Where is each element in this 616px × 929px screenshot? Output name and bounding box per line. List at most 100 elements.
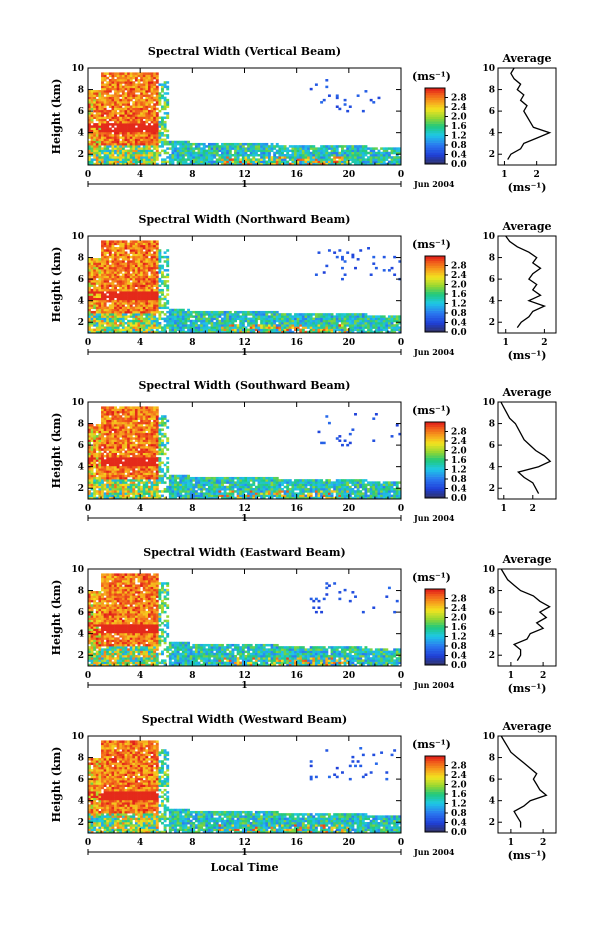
- x-tick-label: 0: [85, 170, 91, 180]
- x-tick-label: 0: [398, 838, 404, 848]
- average-y-tick-label: 4: [489, 463, 495, 473]
- colorbar-swatch: [425, 770, 445, 773]
- y-tick-label: 2: [78, 818, 84, 828]
- colorbar-swatch: [425, 282, 445, 285]
- average-x-tick-label: 2: [540, 671, 546, 681]
- colorbar-swatch: [425, 815, 445, 819]
- x-tick-label: 4: [137, 504, 143, 514]
- colorbar-swatch: [425, 615, 445, 618]
- colorbar-tick-label: 0.8: [451, 642, 467, 652]
- average-title: Average: [501, 52, 551, 65]
- colorbar-swatch: [425, 646, 445, 649]
- colorbar-swatch: [425, 643, 445, 647]
- colorbar-swatch: [425, 448, 445, 451]
- x-tick-label: 12: [238, 338, 251, 348]
- colorbar-swatch: [425, 662, 445, 666]
- colorbar-tick-label: 1.6: [451, 790, 467, 800]
- average-x-label: (ms⁻¹): [508, 682, 547, 695]
- average-title: Average: [501, 553, 551, 566]
- colorbar-swatch: [425, 123, 445, 127]
- colorbar-tick-label: 2.0: [451, 781, 467, 791]
- average-y-tick-label: 2: [489, 484, 495, 494]
- colorbar-swatch: [425, 603, 445, 606]
- colorbar-swatch: [425, 763, 445, 766]
- colorbar-swatch: [425, 154, 445, 158]
- colorbar-swatch: [425, 149, 445, 153]
- colorbar-swatch: [425, 310, 445, 314]
- average-x-label: (ms⁻¹): [508, 181, 547, 194]
- colorbar-swatch: [425, 634, 445, 637]
- colorbar-swatch: [425, 270, 445, 273]
- colorbar-swatch: [425, 765, 445, 769]
- colorbar-swatch: [425, 431, 445, 435]
- x-tick-label: 0: [85, 671, 91, 681]
- colorbar-swatch: [425, 422, 445, 425]
- colorbar-tick-label: 2.0: [451, 614, 467, 624]
- x-tick-label: 20: [343, 170, 356, 180]
- panel-title: Spectral Width (Westward Beam): [142, 713, 347, 726]
- colorbar-swatch: [425, 467, 445, 470]
- colorbar-swatch: [425, 772, 445, 776]
- colorbar-swatch: [425, 97, 445, 101]
- colorbar-swatch: [425, 436, 445, 439]
- colorbar-swatch: [425, 469, 445, 473]
- colorbar-unit: (ms⁻¹): [412, 238, 451, 251]
- colorbar-tick-label: 2.4: [451, 604, 467, 614]
- colorbar-tick-label: 1.2: [451, 132, 467, 142]
- colorbar-swatch: [425, 803, 445, 807]
- colorbar-swatch: [425, 810, 445, 814]
- colorbar-tick-label: 0.8: [451, 809, 467, 819]
- colorbar-swatch: [425, 479, 445, 482]
- x-tick-label: 0: [85, 838, 91, 848]
- colorbar-swatch: [425, 452, 445, 456]
- date-label: Jun 2004: [413, 847, 455, 857]
- y-tick-label: 10: [71, 64, 84, 74]
- x-axis-label: Local Time: [211, 861, 279, 874]
- y-tick-label: 4: [78, 630, 84, 640]
- y-tick-label: 2: [78, 150, 84, 160]
- colorbar-tick-label: 2.0: [451, 447, 467, 457]
- average-y-tick-label: 6: [489, 275, 495, 285]
- colorbar-tick-label: 1.2: [451, 466, 467, 476]
- x-tick-label: 4: [137, 671, 143, 681]
- colorbar-tick-label: 1.2: [451, 300, 467, 310]
- colorbar-swatch: [425, 298, 445, 302]
- colorbar-tick-label: 0.8: [451, 475, 467, 485]
- colorbar-swatch: [425, 476, 445, 480]
- colorbar-swatch: [425, 462, 445, 466]
- average-profile-line: [500, 735, 548, 828]
- date-label: Jun 2004: [413, 179, 455, 189]
- colorbar-swatch: [425, 263, 445, 266]
- colorbar-tick-label: 2.0: [451, 113, 467, 123]
- colorbar-swatch: [425, 433, 445, 437]
- colorbar-tick-label: 2.4: [451, 271, 467, 281]
- colorbar-swatch: [425, 260, 445, 264]
- y-axis-label: Height (km): [50, 247, 63, 323]
- panel-title: Spectral Width (Southward Beam): [138, 379, 350, 392]
- average-x-tick-label: 1: [501, 170, 507, 180]
- colorbar-swatch: [425, 126, 445, 129]
- colorbar-tick-label: 0.0: [451, 328, 467, 338]
- colorbar-swatch: [425, 99, 445, 103]
- x-tick-label: 8: [189, 170, 195, 180]
- colorbar-swatch: [425, 107, 445, 110]
- colorbar-swatch: [425, 824, 445, 828]
- colorbar-tick-label: 0.4: [451, 151, 467, 161]
- colorbar-tick-label: 2.8: [451, 595, 467, 605]
- x-tick-label: 16: [290, 170, 303, 180]
- colorbar-swatch: [425, 327, 445, 330]
- x-tick-label: 0: [398, 504, 404, 514]
- colorbar-swatch: [425, 820, 445, 823]
- date-label: Jun 2004: [413, 347, 455, 357]
- colorbar-swatch: [425, 789, 445, 792]
- colorbar-swatch: [425, 286, 445, 290]
- average-y-tick-label: 10: [482, 732, 495, 742]
- colorbar-swatch: [425, 305, 445, 309]
- colorbar-swatch: [425, 109, 445, 113]
- colorbar-tick-label: 1.2: [451, 800, 467, 810]
- colorbar-tick-label: 2.8: [451, 94, 467, 104]
- colorbar-swatch: [425, 636, 445, 640]
- colorbar-swatch: [425, 140, 445, 143]
- colorbar-swatch: [425, 605, 445, 609]
- average-x-tick-label: 2: [540, 838, 546, 848]
